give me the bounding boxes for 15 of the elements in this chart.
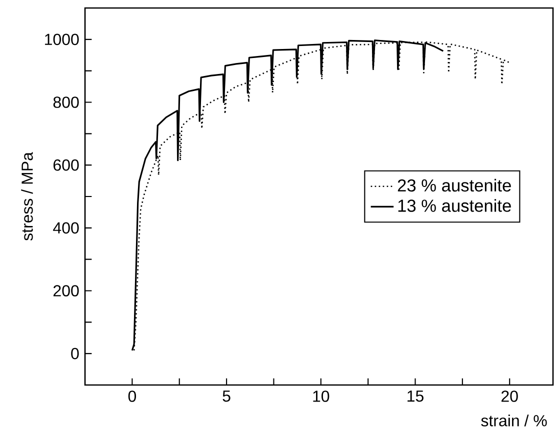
y-tick-label: 200 [54, 285, 79, 296]
x-tick-label: 15 [408, 390, 424, 402]
x-tick-label: 0 [128, 390, 136, 402]
y-tick-label: 800 [53, 96, 79, 108]
x-tick-label: 10 [313, 390, 330, 402]
y-tick-label: 1000 [45, 34, 79, 46]
y-tick-label: 0 [71, 348, 79, 360]
legend-label: 23 % austenite [398, 178, 511, 192]
legend-label: 13 % austenite [398, 199, 511, 212]
x-axis-title: strain / % [481, 414, 547, 426]
x-tick-label: 20 [502, 390, 518, 402]
y-tick-label: 400 [53, 222, 79, 234]
y-tick-label: 600 [54, 159, 79, 171]
x-tick-label: 5 [222, 390, 230, 402]
y-axis-title: stress / MPa [21, 152, 33, 241]
